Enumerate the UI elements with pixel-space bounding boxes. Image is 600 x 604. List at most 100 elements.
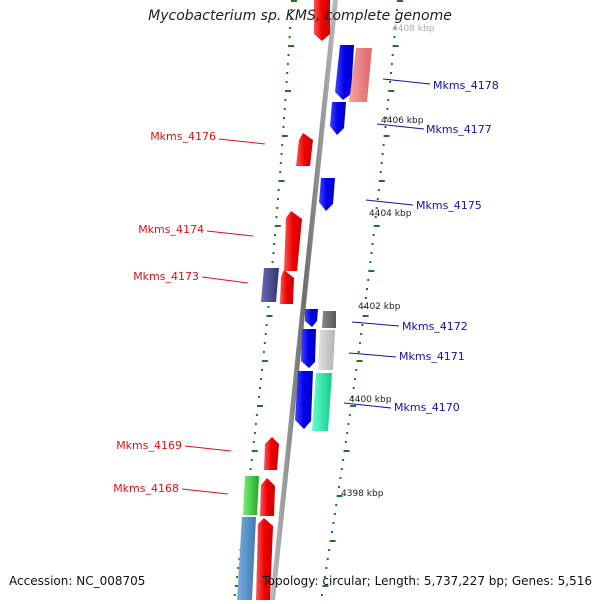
gene-block-mkms_4176[interactable] xyxy=(296,133,313,166)
ruler-tick xyxy=(371,243,374,245)
ruler-tick xyxy=(396,9,399,11)
ruler-tick xyxy=(259,387,261,389)
gene-label-mkms_4177[interactable]: Mkms_4177 xyxy=(426,123,492,136)
ruler-tick xyxy=(274,225,281,227)
ruler-tick xyxy=(392,45,399,47)
ruler-tick xyxy=(283,117,286,119)
gene-label-mkms_4171[interactable]: Mkms_4171 xyxy=(399,350,465,363)
ruler-tick xyxy=(255,414,258,416)
gene-block-mkms_4169[interactable] xyxy=(264,437,279,470)
ruler-tick xyxy=(277,198,279,200)
gene-block-mkms_4178-pair[interactable] xyxy=(349,48,372,102)
ruler-tick xyxy=(282,126,285,128)
ruler-tick xyxy=(253,432,256,434)
ruler-tick xyxy=(273,243,276,245)
ruler-tick xyxy=(257,405,263,407)
ruler-tick xyxy=(354,378,356,380)
gene-block-mkms_4168[interactable] xyxy=(260,478,275,516)
gene-label-mkms_4168[interactable]: Mkms_4168 xyxy=(113,482,179,495)
ruler-tick xyxy=(275,216,278,218)
gene-block-mkms_4177[interactable] xyxy=(330,102,346,135)
ruler-tick xyxy=(357,351,360,353)
genome-backbone xyxy=(270,0,338,600)
ruler-tick xyxy=(322,585,329,587)
ruler-tick xyxy=(265,324,268,326)
ruler-tick xyxy=(351,396,354,398)
ruler-tick xyxy=(285,81,288,83)
gene-block-mkms_4167[interactable] xyxy=(256,518,273,600)
ruler-tick xyxy=(389,81,392,83)
ruler-tick xyxy=(370,252,373,254)
label-leader-lines xyxy=(181,78,431,495)
ruler-tick xyxy=(381,153,384,155)
ruler-tick xyxy=(288,36,291,38)
ruler-tick xyxy=(287,54,290,56)
ruler-tick xyxy=(382,144,385,146)
ruler-tick xyxy=(267,306,270,308)
ruler-tick xyxy=(254,423,257,425)
ruler-tick xyxy=(355,369,358,371)
gene-block-mkms_4174[interactable] xyxy=(284,211,302,271)
ruler-tick xyxy=(331,531,333,533)
ruler-tick xyxy=(393,36,396,38)
ruler-tick xyxy=(279,171,282,173)
gene-block-mkms_4168-pair[interactable] xyxy=(243,476,259,515)
ruler-tick xyxy=(368,270,375,272)
gene-label-mkms_4170[interactable]: Mkms_4170 xyxy=(394,401,460,414)
ruler-tick xyxy=(260,369,263,371)
gene-label-mkms_4178[interactable]: Mkms_4178 xyxy=(433,79,499,92)
ruler-tick xyxy=(383,135,390,137)
kbp-label-4402: 4402 kbp xyxy=(358,302,401,312)
gene-label-mkms_4173[interactable]: Mkms_4173 xyxy=(133,270,199,283)
ruler-tick xyxy=(284,99,287,101)
ruler-tick xyxy=(339,477,342,479)
ruler-tick xyxy=(271,261,274,263)
gene-block-mkms_4175[interactable] xyxy=(319,178,335,211)
ruler-tick xyxy=(352,387,355,389)
gene-block-mkms_4170[interactable] xyxy=(295,371,313,429)
gene-block-mkms_4170-pair[interactable] xyxy=(312,373,332,431)
ruler-tick xyxy=(280,153,283,155)
forward-strand-genes xyxy=(237,133,313,600)
ruler-tick xyxy=(386,108,389,110)
ruler-tick xyxy=(329,540,336,542)
ruler-tick xyxy=(237,567,240,569)
ruler-tick xyxy=(276,207,279,209)
ruler-tick xyxy=(348,414,351,416)
ruler-tick xyxy=(251,450,258,452)
ruler-tick xyxy=(390,72,392,74)
gene-block-mkms_4171[interactable] xyxy=(301,329,316,368)
ruler-tick xyxy=(347,423,350,425)
ruler-tick xyxy=(285,90,291,92)
ruler-tick xyxy=(325,567,328,569)
gene-label-mkms_4176[interactable]: Mkms_4176 xyxy=(150,130,216,143)
ruler-tick xyxy=(326,558,329,560)
genome-title: Mycobacterium sp. KMS, complete genome xyxy=(148,8,452,24)
gene-block-mkms_4178[interactable] xyxy=(335,45,354,100)
ruler-tick xyxy=(387,99,390,101)
gene-label-mkms_4172[interactable]: Mkms_4172 xyxy=(402,320,468,333)
ruler-tick xyxy=(283,108,286,110)
ruler-tick xyxy=(286,63,289,65)
gene-block-mkms_4173-pair[interactable] xyxy=(261,268,279,302)
gene-block-mkms_4171-pair[interactable] xyxy=(318,330,335,370)
ruler-tick xyxy=(252,441,255,443)
ruler-tick xyxy=(362,315,369,317)
gene-block-mkms_4173[interactable] xyxy=(280,270,294,304)
kbp-label-4398: 4398 kbp xyxy=(341,489,384,499)
ruler-tick xyxy=(374,216,377,218)
gene-block-mkms_4172-pair[interactable] xyxy=(322,311,336,328)
gene-label-mkms_4174[interactable]: Mkms_4174 xyxy=(138,223,204,236)
ruler-tick xyxy=(395,18,398,20)
gene-block-mkms_4167-pair[interactable] xyxy=(237,517,256,600)
gene-block-mkms_4179[interactable] xyxy=(314,0,330,41)
gene-label-mkms_4175[interactable]: Mkms_4175 xyxy=(416,199,482,212)
ruler-tick xyxy=(281,144,284,146)
gene-block-mkms_4172[interactable] xyxy=(305,309,318,327)
ruler-tick xyxy=(360,333,363,335)
ruler-tick xyxy=(367,279,370,281)
ruler-ticks xyxy=(233,0,403,596)
gene-label-mkms_4169[interactable]: Mkms_4169 xyxy=(116,439,182,452)
